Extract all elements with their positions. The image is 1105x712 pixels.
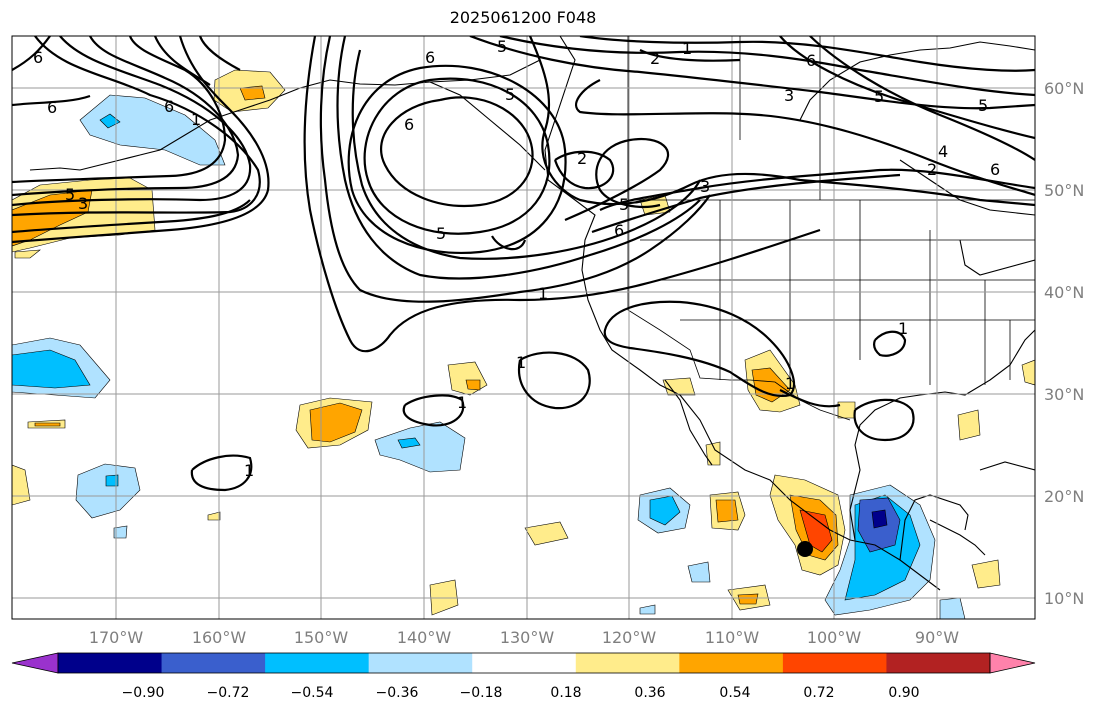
colorbar-tick-label: −0.72 [207, 685, 250, 701]
lat-label: 10°N [1044, 589, 1084, 608]
contour-label: 3 [78, 194, 88, 213]
contour-label: 2 [927, 160, 937, 179]
colorbar-arrow-low [11, 652, 59, 674]
colorbar-swatch [265, 653, 370, 673]
contour-label: 1 [191, 110, 201, 129]
lon-label: 130°W [500, 628, 555, 647]
colorbar-tick-label: 0.72 [803, 685, 834, 701]
lon-label: 170°W [89, 628, 144, 647]
contour-label: 1 [538, 284, 548, 303]
colorbar-tick-label: 0.90 [888, 685, 919, 701]
colorbar-swatch [472, 653, 577, 673]
contour-label: 6 [614, 221, 624, 240]
lon-label: 100°W [807, 628, 862, 647]
lat-label: 20°N [1044, 487, 1084, 506]
contour-label: 6 [33, 48, 43, 67]
colorbar-swatch [368, 653, 473, 673]
colorbar-swatches [11, 652, 1036, 674]
colorbar-arrow-high [989, 652, 1036, 674]
lon-label: 140°W [397, 628, 452, 647]
colorbar-tick-label: −0.90 [122, 685, 165, 701]
contour-label: 6 [404, 115, 414, 134]
lon-label: 120°W [602, 628, 657, 647]
contour-lines [12, 36, 1035, 492]
contour-label: 5 [505, 85, 515, 104]
contour-label: 2 [650, 49, 660, 68]
colorbar-tick-label: 0.18 [550, 685, 581, 701]
contour-label: 5 [619, 195, 629, 214]
contour-label: 1 [516, 353, 526, 372]
contour-label: 5 [874, 87, 884, 106]
colorbar: −0.90 −0.72 −0.54 −0.36 −0.18 0.18 0.36 … [11, 652, 1036, 701]
lon-label: 160°W [192, 628, 247, 647]
contour-label: 3 [784, 86, 794, 105]
contour-label: 5 [497, 37, 507, 56]
contour-label: 1 [244, 461, 254, 480]
colorbar-tick-label: −0.18 [460, 685, 503, 701]
lon-label: 150°W [294, 628, 349, 647]
contour-label: 5 [65, 185, 75, 204]
contour-label: 6 [806, 51, 816, 70]
map-title: 2025061200 F048 [449, 8, 597, 27]
colorbar-tick-labels: −0.90 −0.72 −0.54 −0.36 −0.18 0.18 0.36 … [122, 685, 920, 701]
contour-label: 6 [47, 98, 57, 117]
colorbar-swatch [886, 653, 991, 673]
lon-label: 110°W [705, 628, 760, 647]
map-frame [11, 35, 1036, 620]
colorbar-tick-label: −0.36 [376, 685, 419, 701]
contour-label: 2 [577, 149, 587, 168]
longitude-labels: 170°W 160°W 150°W 140°W 130°W 120°W 110°… [89, 628, 959, 647]
lon-label: 90°W [915, 628, 959, 647]
colorbar-swatch [58, 653, 163, 673]
contour-label: 6 [164, 97, 174, 116]
colorbar-swatch [782, 653, 887, 673]
contour-label: 6 [425, 48, 435, 67]
colorbar-swatch [575, 653, 680, 673]
contour-label: 4 [938, 142, 948, 161]
lat-label: 30°N [1044, 385, 1084, 404]
contour-label: 1 [898, 319, 908, 338]
contour-label: 3 [700, 177, 710, 196]
map-area: 6 5 2 1 6 6 3 5 5 6 4 2 6 6 1 5 5 3 2 5 … [12, 36, 1035, 619]
colorbar-frame [57, 652, 991, 674]
contour-label: 6 [990, 160, 1000, 179]
colorbar-tick-label: 0.36 [634, 685, 665, 701]
contour-label: 1 [682, 39, 692, 58]
coastlines [29, 36, 1035, 591]
contour-label: 5 [978, 96, 988, 115]
lat-label: 50°N [1044, 181, 1084, 200]
lat-label: 40°N [1044, 283, 1084, 302]
colorbar-tick-label: 0.54 [719, 685, 750, 701]
lat-label: 60°N [1044, 79, 1084, 98]
colorbar-swatch [161, 653, 266, 673]
storm-center-dot [797, 541, 813, 557]
latitude-labels: 60°N 50°N 40°N 30°N 20°N 10°N [1044, 79, 1084, 608]
contour-label: 1 [785, 374, 795, 393]
contour-label: 1 [457, 393, 467, 412]
contour-label-group: 6 5 2 1 6 6 3 5 5 6 4 2 6 6 1 5 5 3 2 5 … [33, 37, 1000, 480]
contour-label: 5 [436, 224, 446, 243]
colorbar-tick-label: −0.54 [291, 685, 334, 701]
colorbar-swatch [679, 653, 784, 673]
